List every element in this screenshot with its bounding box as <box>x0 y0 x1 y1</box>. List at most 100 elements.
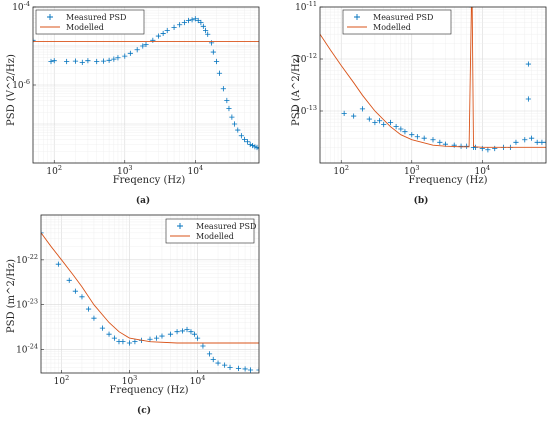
panel-a-measured-point <box>100 58 107 64</box>
panel-a-measured-point <box>189 17 195 23</box>
panel-a-legend-box <box>35 9 145 35</box>
panel-b-x-tick-label: 103 <box>404 164 420 177</box>
panel-b-legend-box <box>342 9 452 35</box>
panel-b-measured-point <box>377 118 383 124</box>
panel-b-measured-point <box>529 135 535 141</box>
panel-a-measured-point <box>164 27 170 34</box>
panel-b-x-tick-label: 102 <box>333 164 349 177</box>
panel-a-legend-marker-measured <box>47 14 53 20</box>
panel-a-measured-point <box>72 58 79 64</box>
panel-a-measured-point <box>79 59 85 65</box>
panel-a-measured-point <box>127 50 133 56</box>
panel-a-measured-point <box>216 70 223 76</box>
panel-c-measured-point <box>55 261 61 267</box>
panel-a: PSD (V^2/Hz) Freqency (Hz) (a) 102 103 104… <box>6 0 260 206</box>
panel-b-measured-point <box>464 143 470 149</box>
panel-a-x-tick-label: 103 <box>117 164 133 177</box>
panel-b-measured-point <box>414 134 420 140</box>
panel-a-measured-point <box>229 114 235 120</box>
panel-c-measured-point <box>210 356 216 363</box>
panel-c-measured-point <box>247 367 254 373</box>
panel-a-measured-point <box>235 127 241 133</box>
panel-c-measured-point <box>194 335 201 341</box>
panel-c-measured-point <box>200 343 206 349</box>
panel-c-modelled-line <box>41 232 259 344</box>
panel-c-measured-point <box>206 351 213 357</box>
panel-a-measured-point <box>244 139 251 145</box>
panel-c-measured-point <box>222 362 228 368</box>
panel-a-measured-point <box>115 55 121 61</box>
panel-c-measured-point <box>147 336 153 342</box>
panel-c-measured-point <box>41 230 44 236</box>
panel-c-measured-point <box>174 329 180 335</box>
panel-c-label: (c) <box>137 405 151 416</box>
panel-c-ylabel: PSD (m^2/Hz) <box>6 259 17 333</box>
panel-a-measured-point <box>160 30 166 37</box>
panel-a-measured-point <box>48 58 54 65</box>
panel-b-ylabel: PSD (A^2/Hz) <box>291 54 302 126</box>
panel-b-measured-point <box>534 139 540 145</box>
panel-a-measured-point <box>122 53 128 59</box>
panel-c-measured-point <box>256 367 259 373</box>
panel-c-legend-entry: Measured PSD <box>196 222 256 231</box>
panel-a-x-tick-label: 104 <box>188 164 204 177</box>
panel-b-measured-point <box>430 137 436 143</box>
panel-c-measured-point <box>120 339 126 345</box>
panel-c-measured-point <box>66 277 72 283</box>
panel-c-x-tick-label: 104 <box>190 374 206 387</box>
panel-b-legend-entry: Modelled <box>373 23 411 32</box>
panel-c-measured-point <box>191 331 198 337</box>
panel-c-x-tick-label: 102 <box>54 374 70 387</box>
panel-a-measured-point <box>185 17 192 24</box>
panel-b: PSD (A^2/Hz) Frequency (Hz) (b) 102 103 10… <box>291 0 547 206</box>
panel-c-measured-point <box>215 360 221 366</box>
panel-a-measured-point <box>224 97 230 104</box>
panel-b-measured-point <box>458 143 464 149</box>
panel-b-measured-point <box>479 145 485 152</box>
panel-c: PSD (m^2/Hz) Frequency (Hz) (c) 102 103 10… <box>6 214 260 416</box>
panel-a-legend-entry: Measured PSD <box>66 13 126 22</box>
panel-a-ylabel: PSD (V^2/Hz) <box>6 54 17 126</box>
panel-b-measured-point <box>393 124 399 130</box>
panel-c-measured-point <box>91 315 97 321</box>
panel-a-measured-point <box>143 41 149 47</box>
panel-c-series-group <box>41 230 259 373</box>
panel-a-series-group <box>33 16 259 151</box>
panel-a-measured-point <box>242 136 248 143</box>
panel-b-measured-point <box>421 135 427 141</box>
panel-a-measured-point <box>195 17 201 24</box>
panel-a-measured-point <box>213 58 220 65</box>
panel-c-measured-point <box>159 333 165 339</box>
panel-b-measured-point <box>381 121 387 128</box>
panel-b-measured-point <box>522 137 528 143</box>
panel-a-measured-point <box>106 57 112 63</box>
panel-a-measured-point <box>181 19 187 26</box>
panel-a-measured-point <box>33 37 36 43</box>
panel-a-label: (a) <box>136 195 150 206</box>
panel-c-xlabel: Frequency (Hz) <box>109 385 188 396</box>
panel-a-measured-point <box>200 23 206 29</box>
panel-b-measured-point <box>372 119 378 126</box>
panel-a-measured-point <box>85 58 91 64</box>
panel-b-measured-point <box>366 116 372 122</box>
panel-c-legend-marker-measured <box>177 223 183 229</box>
panel-c-measured-point <box>179 328 186 334</box>
panel-a-measured-point <box>205 31 211 37</box>
panel-b-measured-point <box>398 126 404 132</box>
panel-b-measured-point <box>341 110 347 116</box>
panel-c-measured-point <box>132 339 138 345</box>
panel-b-modelled-line <box>320 7 546 148</box>
panel-c-x-tick-label: 103 <box>122 374 138 387</box>
panel-c-measured-point <box>153 335 160 341</box>
panel-a-measured-point <box>171 24 177 30</box>
panel-c-y-tick-label: 10-24 <box>16 343 38 356</box>
panel-a-measured-point <box>238 133 244 139</box>
panel-b-measured-point <box>525 96 531 102</box>
panel-b-y-tick-label: 10-13 <box>295 104 317 117</box>
panel-b-measured-point <box>543 139 546 145</box>
panel-a-measured-point <box>192 16 198 22</box>
panel-a-measured-point <box>51 58 57 64</box>
